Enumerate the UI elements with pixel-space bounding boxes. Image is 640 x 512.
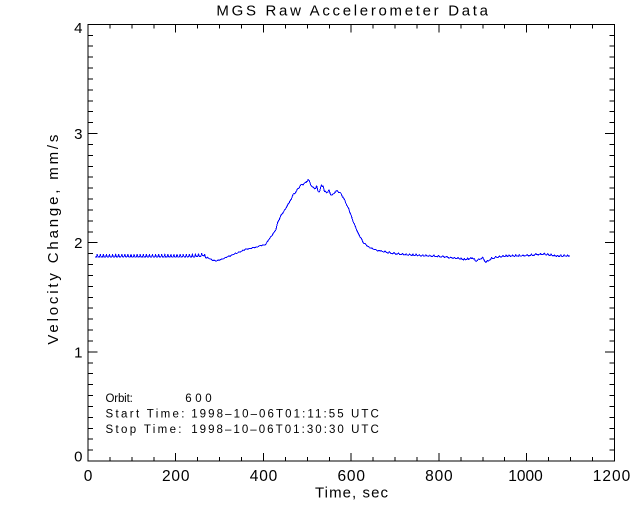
svg-text:1998–10–06T01:11:55 UTC: 1998–10–06T01:11:55 UTC <box>191 409 379 421</box>
svg-text:600: 600 <box>185 393 211 405</box>
svg-text:0: 0 <box>84 468 93 485</box>
svg-text:600: 600 <box>337 468 365 485</box>
svg-text:4: 4 <box>74 20 82 37</box>
svg-text:200: 200 <box>162 468 190 485</box>
svg-text:3: 3 <box>74 126 82 143</box>
svg-text:Start Time:: Start Time: <box>106 409 185 421</box>
svg-text:0: 0 <box>74 449 82 466</box>
svg-text:1: 1 <box>74 344 82 361</box>
svg-text:Time, sec: Time, sec <box>315 485 389 502</box>
svg-text:MGS Raw Accelerometer Data: MGS Raw Accelerometer Data <box>216 3 488 20</box>
svg-text:Orbit:: Orbit: <box>106 393 133 405</box>
svg-text:1998–10–06T01:30:30 UTC: 1998–10–06T01:30:30 UTC <box>191 424 379 436</box>
svg-text:2: 2 <box>74 235 82 252</box>
svg-text:Velocity Change, mm/s: Velocity Change, mm/s <box>45 135 62 345</box>
svg-text:400: 400 <box>250 468 278 485</box>
svg-text:1000: 1000 <box>508 468 543 485</box>
svg-text:1200: 1200 <box>593 468 631 485</box>
svg-text:800: 800 <box>425 468 453 485</box>
svg-text:Stop Time:: Stop Time: <box>106 424 182 436</box>
